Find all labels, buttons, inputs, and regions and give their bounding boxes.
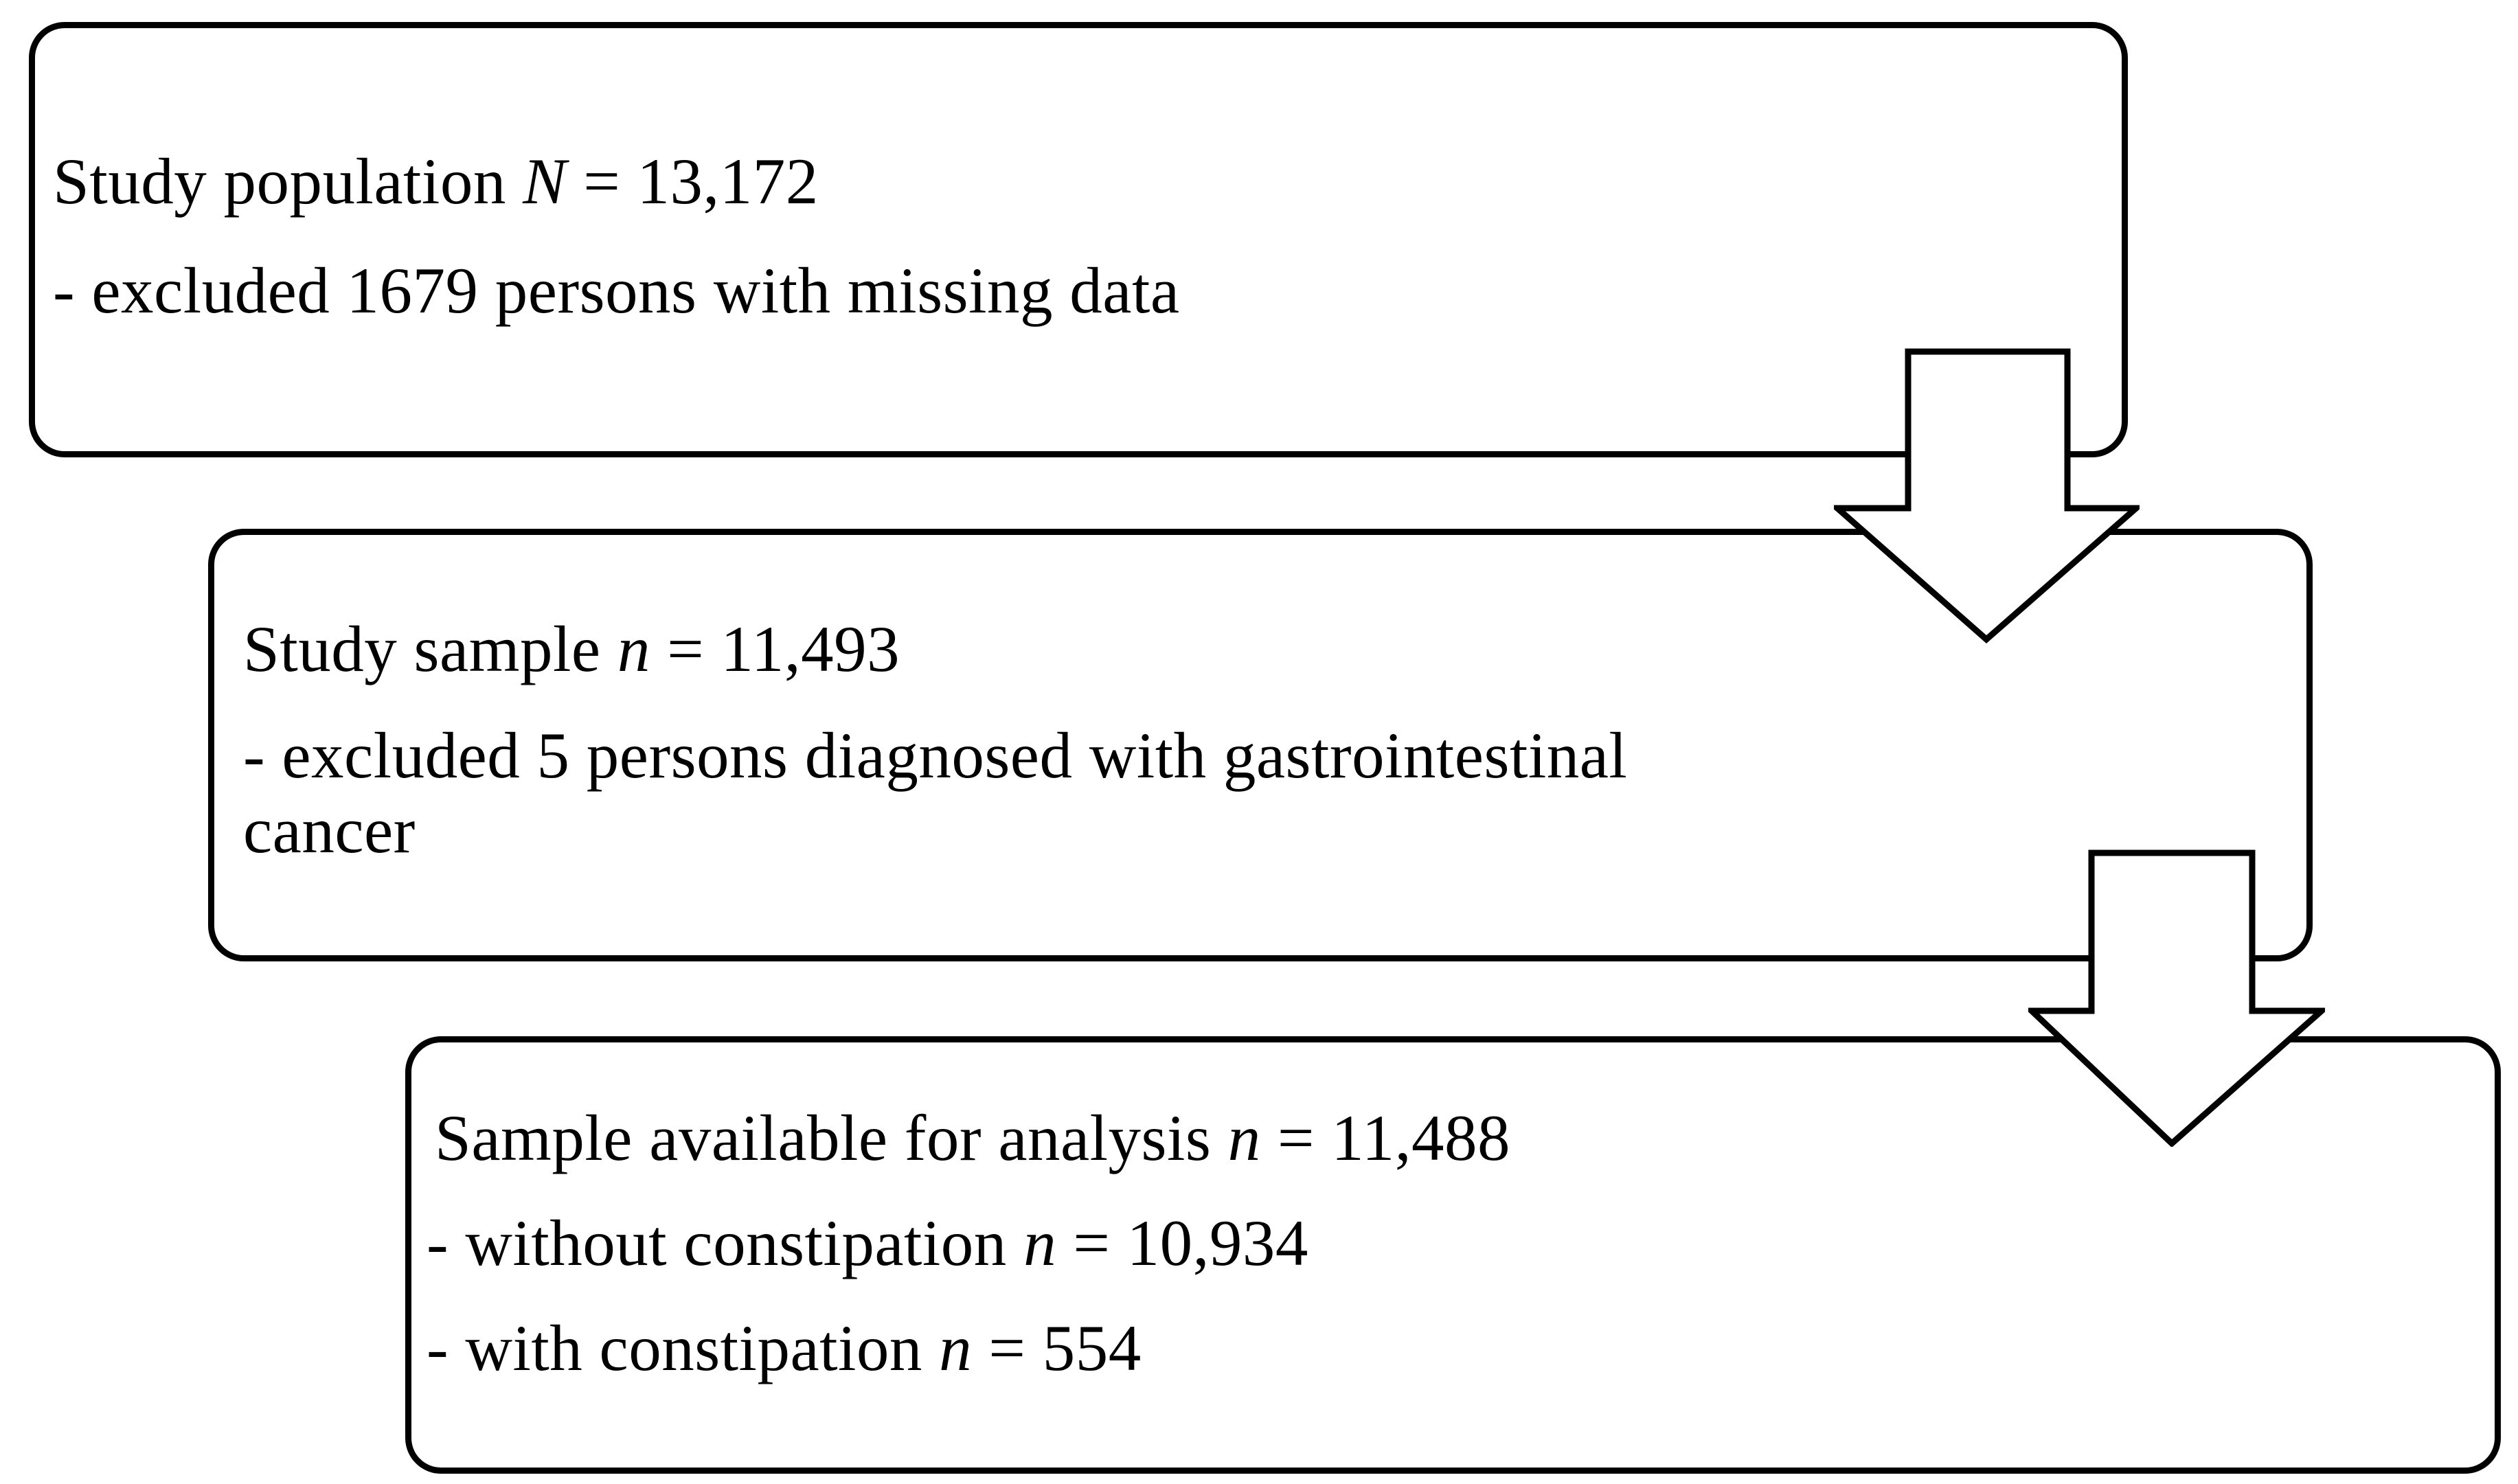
box-study-sample-title: Study sample n = 11,493 xyxy=(243,613,900,685)
down-arrow-icon xyxy=(1834,348,2140,643)
box-sample-available-title: Sample available for analysis n = 11,488 xyxy=(435,1101,1510,1174)
box-study-population: Study population N = 13,172 - excluded 1… xyxy=(29,22,2128,457)
box-sample-available-without-constipation: - without constipation n = 10,934 xyxy=(427,1207,1308,1279)
box-study-population-title: Study population N = 13,172 xyxy=(53,145,819,218)
box-sample-available-with-constipation: - with constipation n = 554 xyxy=(427,1312,1142,1384)
box-study-sample-note-wrap: cancer xyxy=(243,794,416,867)
down-arrow-icon xyxy=(2028,849,2325,1147)
box-study-sample-note: - excluded 5 persons diagnosed with gast… xyxy=(243,719,1628,792)
box-study-population-note: - excluded 1679 persons with missing dat… xyxy=(53,254,1180,327)
